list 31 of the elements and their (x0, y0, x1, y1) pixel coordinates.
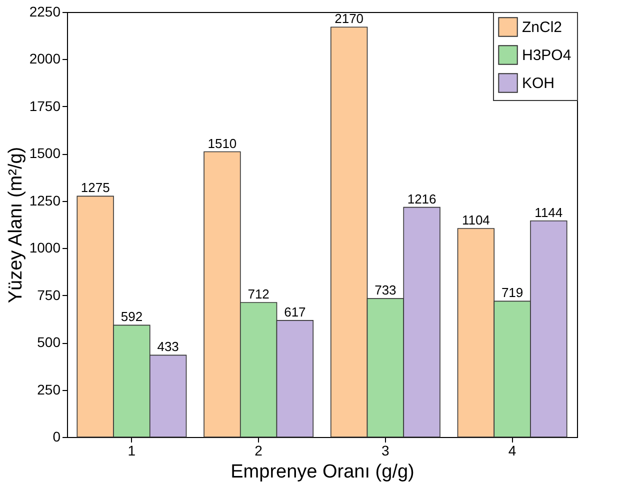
x-tick-label: 1 (128, 442, 136, 458)
y-tick-label: 750 (37, 286, 61, 303)
y-tick-label: 250 (37, 381, 61, 398)
data-label: 1275 (80, 180, 110, 196)
data-label: 712 (248, 286, 270, 302)
y-axis-title: Yüzey Alanı (m²/g) (5, 146, 26, 304)
data-label: 1510 (208, 136, 237, 151)
x-tick-label: 4 (508, 442, 516, 458)
legend-label: H3PO4 (522, 47, 572, 64)
y-tick-label: 1750 (29, 98, 61, 114)
y-tick-label: 1000 (29, 240, 61, 256)
x-axis-title: Emprenye Oranı (g/g) (230, 462, 414, 482)
y-tick-label: 2000 (29, 50, 61, 67)
y-tick-label: 2250 (29, 4, 61, 20)
data-label: 2170 (334, 11, 364, 26)
data-label: 433 (157, 339, 179, 354)
y-tick-label: 500 (37, 334, 61, 350)
data-label: 719 (501, 285, 524, 300)
legend-label: KOH (522, 75, 555, 92)
data-label: 1216 (407, 191, 436, 206)
y-tick-label: 1250 (29, 192, 61, 208)
y-tick-label: 0 (52, 428, 61, 444)
data-label: 1144 (534, 204, 563, 220)
legend-label: ZnCl2 (522, 19, 562, 36)
y-tick-label: 1500 (29, 145, 61, 162)
data-label: 592 (120, 309, 143, 324)
x-tick-label: 2 (254, 442, 263, 458)
data-label: 1104 (462, 212, 490, 228)
data-label: 617 (284, 304, 306, 320)
data-label: 733 (374, 282, 396, 298)
x-tick-label: 3 (382, 442, 390, 458)
